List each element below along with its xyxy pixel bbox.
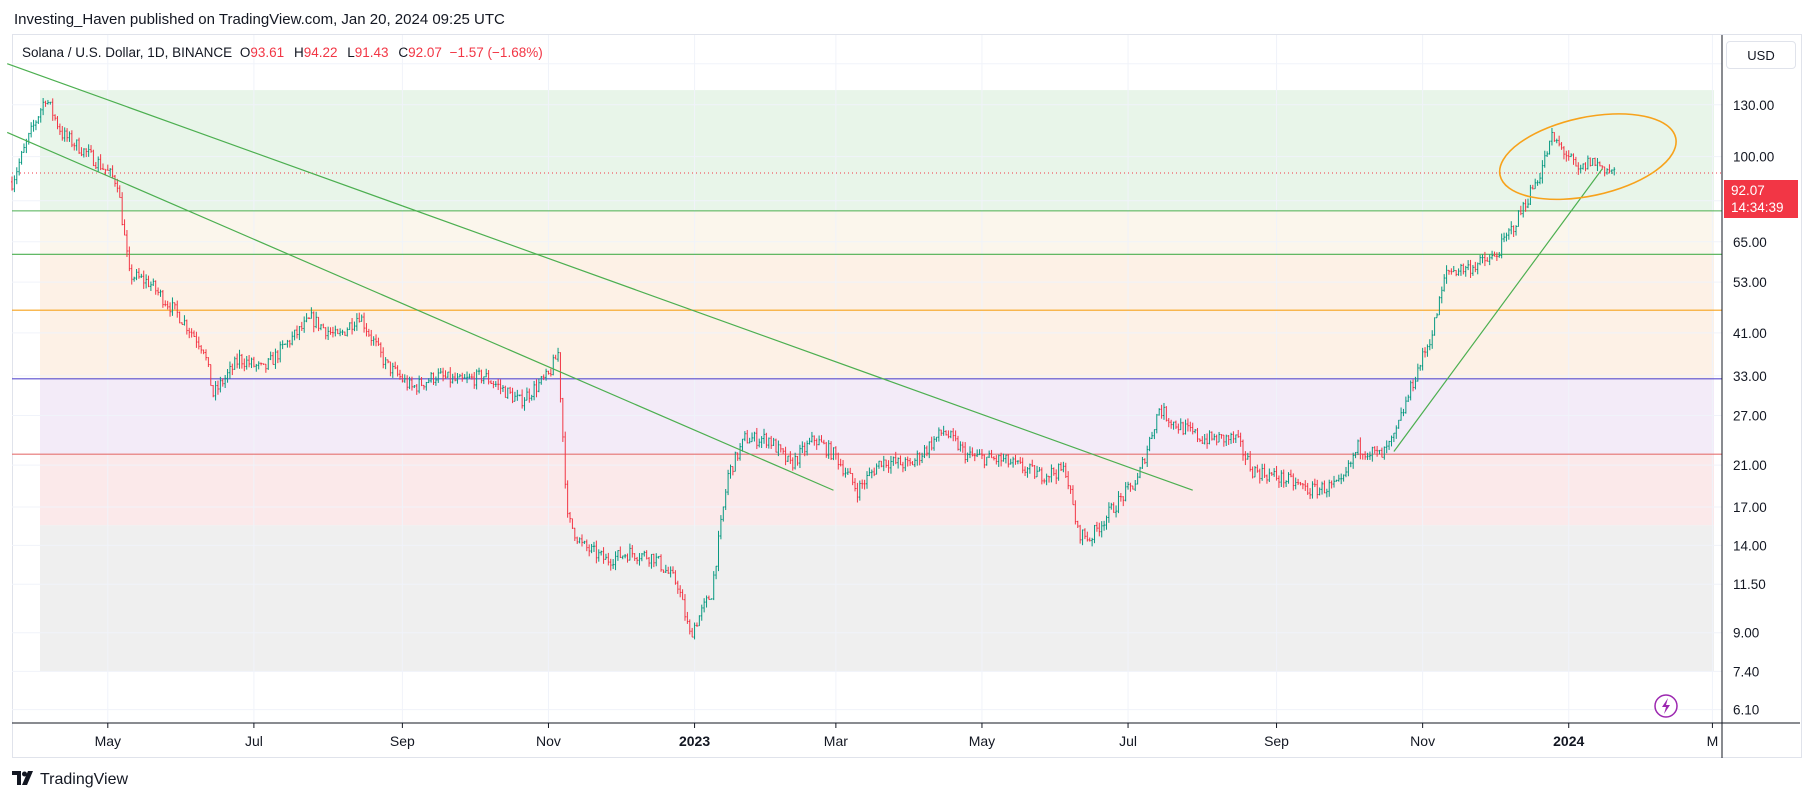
tradingview-brand: TradingView [40, 771, 129, 788]
fib-zone [40, 254, 1714, 379]
price-tick-label: 9.00 [1733, 626, 1759, 641]
high-value: 94.22 [303, 45, 338, 60]
price-tick-label: 6.10 [1733, 703, 1759, 718]
open-label: O [239, 45, 251, 60]
axis-layer [12, 35, 1800, 758]
ohlc-legend: Solana / U.S. Dollar, 1D, BINANCE O93.61… [22, 45, 543, 60]
currency-button[interactable]: USD [1726, 41, 1796, 69]
low-label: L [347, 45, 355, 60]
price-tick-label: 100.00 [1733, 150, 1774, 165]
price-tick-label: 14.00 [1733, 538, 1767, 553]
time-tick-label: M [1707, 733, 1719, 749]
trendline [6, 131, 834, 491]
trendline [1393, 168, 1603, 452]
high-label: H [293, 45, 304, 60]
price-tick-label: 53.00 [1733, 275, 1767, 290]
low-value: 91.43 [354, 45, 389, 60]
time-tick-label: 2023 [679, 733, 710, 749]
horizontal-levels-layer [12, 172, 1722, 455]
symbol-title: Solana / U.S. Dollar, 1D, BINANCE [22, 45, 233, 60]
price-tick-label: 11.50 [1733, 577, 1766, 592]
chart-canvas[interactable]: 160.00130.00100.0080.0065.0053.0041.0033… [0, 0, 1815, 760]
open-value: 93.61 [250, 45, 285, 60]
change-value: −1.57 (−1.68%) [449, 45, 543, 60]
time-tick-label: Mar [824, 733, 848, 749]
last-price-badge-layer: 92.07 14:34:39 [1724, 180, 1798, 218]
price-tick-label: 65.00 [1733, 235, 1767, 250]
time-tick-label: Sep [390, 733, 415, 749]
time-tick-label: Jul [245, 733, 263, 749]
price-tick-label: 130.00 [1733, 98, 1774, 113]
zones-layer [40, 90, 1714, 672]
candles-layer [11, 98, 1616, 640]
bar-countdown: 14:34:39 [1731, 200, 1784, 215]
time-tick-label: May [969, 733, 995, 749]
last-price-badge [1724, 180, 1798, 218]
price-tick-label: 41.00 [1733, 326, 1767, 341]
fib-zone [40, 525, 1714, 672]
price-tick-label: 27.00 [1733, 408, 1767, 423]
fib-zone [40, 90, 1714, 211]
time-tick-label: Jul [1119, 733, 1137, 749]
close-label: C [398, 45, 409, 60]
price-tick-label: 33.00 [1733, 369, 1767, 384]
time-tick-label: Nov [1410, 733, 1435, 749]
time-tick-label: 2024 [1553, 733, 1584, 749]
trendlines-layer [6, 63, 1677, 491]
publisher-line: Investing_Haven published on TradingView… [14, 11, 505, 28]
close-value: 92.07 [408, 45, 442, 60]
lightning-icon[interactable] [1654, 694, 1678, 718]
price-ticks-layer: 160.00130.00100.0080.0065.0053.0041.0033… [1733, 57, 1774, 718]
price-tick-label: 7.40 [1733, 664, 1759, 679]
time-tick-label: Nov [536, 733, 561, 749]
price-tick-label: 17.00 [1733, 500, 1767, 515]
fib-zone [40, 378, 1714, 455]
tradingview-footer[interactable]: TradingView [12, 771, 128, 789]
time-tick-label: Sep [1264, 733, 1289, 749]
price-tick-label: 21.00 [1733, 458, 1767, 473]
time-tick-label: May [95, 733, 121, 749]
time-ticks-layer: May Jul Sep Nov 2023 Mar May Jul Sep Nov 2024 M [95, 723, 1719, 749]
trendline [7, 63, 1193, 491]
last-price-value: 92.07 [1731, 183, 1765, 198]
chart-frame[interactable] [12, 34, 1802, 758]
tradingview-logo-icon [12, 771, 36, 789]
fib-zone [40, 210, 1714, 255]
highlight-ellipse [1498, 113, 1677, 201]
